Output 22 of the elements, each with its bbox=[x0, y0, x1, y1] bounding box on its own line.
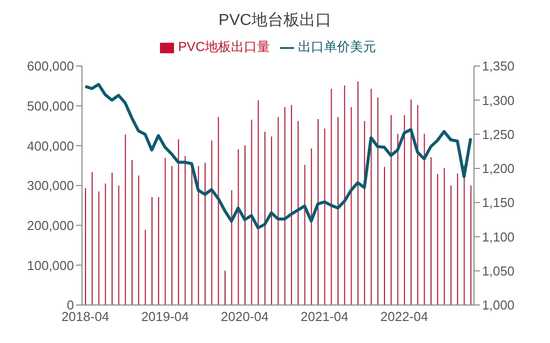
y-tick-label: 500,000 bbox=[27, 98, 74, 114]
y2-tick-label: 1,350 bbox=[482, 58, 515, 74]
line-series bbox=[84, 82, 472, 230]
y-tick-label: 100,000 bbox=[27, 258, 74, 273]
x-tick-label: 2019-04 bbox=[141, 309, 189, 324]
y2-tick-label: 1,100 bbox=[482, 229, 515, 244]
legend-label: PVC地板出口量 bbox=[178, 39, 270, 54]
legend-label: 出口单价美元 bbox=[298, 39, 376, 54]
chart-title: PVC地台板出口 bbox=[218, 10, 332, 31]
x-tick-label: 2021-04 bbox=[300, 309, 348, 324]
y2-tick-label: 1,300 bbox=[482, 92, 515, 108]
x-tick-label: 2022-04 bbox=[380, 309, 428, 324]
x-tick-label: 2020-04 bbox=[220, 309, 269, 324]
y-tick-label: 200,000 bbox=[27, 218, 74, 233]
y2-tick-label: 1,050 bbox=[482, 263, 515, 278]
y-tick-label: 600,000 bbox=[27, 58, 74, 74]
y2-tick-label: 1,250 bbox=[482, 126, 515, 142]
y2-tick-label: 1,150 bbox=[482, 195, 515, 210]
y2-tick-label: 1,200 bbox=[482, 161, 515, 176]
y2-tick-label: 1,000 bbox=[482, 298, 515, 313]
y-tick-label: 400,000 bbox=[27, 138, 74, 154]
y-tick-label: 300,000 bbox=[27, 178, 74, 194]
